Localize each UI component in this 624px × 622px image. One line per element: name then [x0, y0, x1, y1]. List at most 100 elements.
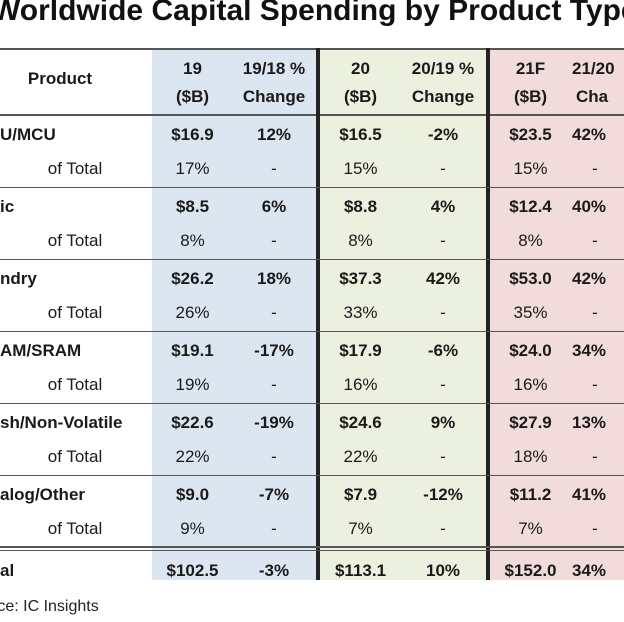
table-subcell-sub_label: of Total: [47, 375, 103, 394]
table-subcell-dash: -: [271, 519, 277, 538]
header-1918-change: 19/18 %: [242, 59, 306, 78]
table-subcell-s20: 8%: [348, 231, 373, 250]
table-cell-c20: 4%: [430, 197, 456, 216]
table-cell-c19: 6%: [261, 197, 287, 216]
source-note: rce: IC Insights: [0, 598, 99, 615]
table-cell-label: U/MCU: [0, 125, 56, 144]
table-subcell-s19: 17%: [175, 159, 210, 178]
header-21f-unit: ($B): [513, 87, 548, 106]
table-cell-label: sh/Non-Volatile: [0, 413, 123, 432]
table-subcell-dash: -: [271, 231, 277, 250]
row-separator: [0, 475, 624, 476]
table-subcell-s19: 22%: [175, 447, 210, 466]
header-2120-change-2: Cha: [576, 87, 609, 106]
table-subcell-dash: -: [592, 375, 598, 394]
table-cell-v20: $24.6: [339, 413, 382, 432]
table-subcell-sub_label: of Total: [47, 231, 103, 250]
header-2120-change: 21/20: [572, 59, 615, 78]
total-cell-c19: -3%: [258, 561, 290, 580]
table-subcell-dash: -: [440, 231, 446, 250]
total-cell-v19: $102.5: [166, 561, 219, 580]
table-cell-c19: -7%: [258, 485, 290, 504]
table-cell-v19: $19.1: [171, 341, 214, 360]
table-cell-v20: $16.5: [339, 125, 382, 144]
table-cell-label: AM/SRAM: [0, 341, 82, 360]
row-separator: [0, 403, 624, 404]
table-subcell-dash: -: [440, 447, 446, 466]
table-cell-label: ndry: [0, 269, 37, 288]
table-cell-c20: 9%: [430, 413, 456, 432]
table-cell-c21: 42%: [572, 269, 607, 288]
total-cell-c21: 34%: [572, 561, 607, 580]
table-cell-v21: $24.0: [509, 341, 552, 360]
table-subcell-dash: -: [271, 375, 277, 394]
table-subcell-dash: -: [440, 303, 446, 322]
table-subcell-sub_label: of Total: [47, 303, 103, 322]
table-subcell-dash: -: [440, 159, 446, 178]
header-1918-change-2: Change: [242, 87, 306, 106]
total-cell-c20: 10%: [425, 561, 461, 580]
table-subcell-dash: -: [592, 303, 598, 322]
total-top-border-2: [0, 550, 624, 551]
table-cell-v21: $23.5: [509, 125, 552, 144]
table-cell-v19: $16.9: [171, 125, 214, 144]
col-2021-shading: [490, 48, 624, 580]
table-subcell-s21: 15%: [513, 159, 548, 178]
col-2019-shading: [152, 48, 316, 580]
table-subcell-s20: 7%: [348, 519, 373, 538]
table-subcell-s21: 18%: [513, 447, 548, 466]
table-cell-c21: 13%: [572, 413, 607, 432]
table-subcell-sub_label: of Total: [47, 447, 103, 466]
table-cell-v21: $27.9: [509, 413, 552, 432]
table-cell-v21: $12.4: [509, 197, 552, 216]
chart-title: Worldwide Capital Spending by Product Ty…: [0, 0, 624, 27]
table-subcell-s20: 15%: [343, 159, 378, 178]
table-subcell-dash: -: [592, 519, 598, 538]
header-2019-change-2: Change: [411, 87, 475, 106]
table-cell-c20: -6%: [427, 341, 459, 360]
divider-2019: [316, 48, 320, 580]
header-20-unit: ($B): [343, 87, 378, 106]
table-subcell-s21: 8%: [518, 231, 543, 250]
table-cell-label: ic: [0, 197, 15, 216]
table-subcell-dash: -: [271, 303, 277, 322]
row-separator: [0, 259, 624, 260]
table-subcell-s20: 33%: [343, 303, 378, 322]
table-cell-label: alog/Other: [0, 485, 86, 504]
table-subcell-s21: 16%: [513, 375, 548, 394]
table-cell-v21: $53.0: [509, 269, 552, 288]
header-2019-change: 20/19 %: [411, 59, 475, 78]
table-cell-v20: $7.9: [343, 485, 378, 504]
table-cell-v19: $26.2: [171, 269, 214, 288]
table-cell-v21: $11.2: [509, 485, 552, 504]
row-separator: [0, 331, 624, 332]
table-cell-v19: $8.5: [175, 197, 210, 216]
total-top-border: [0, 546, 624, 548]
table-subcell-s19: 19%: [175, 375, 210, 394]
table-cell-c19: 18%: [256, 269, 292, 288]
capital-spending-table: Product 19 ($B) 19/18 % Change 20 ($B) 2…: [0, 48, 624, 580]
table-subcell-dash: -: [440, 519, 446, 538]
header-bottom-border: [0, 114, 624, 116]
table-cell-v19: $9.0: [175, 485, 210, 504]
table-subcell-dash: -: [440, 375, 446, 394]
table-cell-c21: 34%: [572, 341, 607, 360]
header-19: 19: [183, 59, 202, 78]
col-2020-shading: [320, 48, 486, 580]
table-subcell-sub_label: of Total: [47, 519, 103, 538]
table-subcell-s19: 9%: [180, 519, 205, 538]
table-subcell-s19: 8%: [180, 231, 205, 250]
table-cell-v20: $17.9: [339, 341, 382, 360]
table-cell-c19: -17%: [254, 341, 294, 360]
table-cell-v20: $8.8: [343, 197, 378, 216]
table-subcell-dash: -: [592, 159, 598, 178]
table-cell-c19: -19%: [254, 413, 294, 432]
header-product: Product: [27, 69, 93, 88]
table-subcell-s21: 7%: [518, 519, 543, 538]
divider-2020: [486, 48, 490, 580]
total-cell-label: al: [0, 561, 15, 580]
table-cell-v20: $37.3: [339, 269, 382, 288]
table-subcell-sub_label: of Total: [47, 159, 103, 178]
table-subcell-dash: -: [592, 447, 598, 466]
table-subcell-s20: 22%: [343, 447, 378, 466]
